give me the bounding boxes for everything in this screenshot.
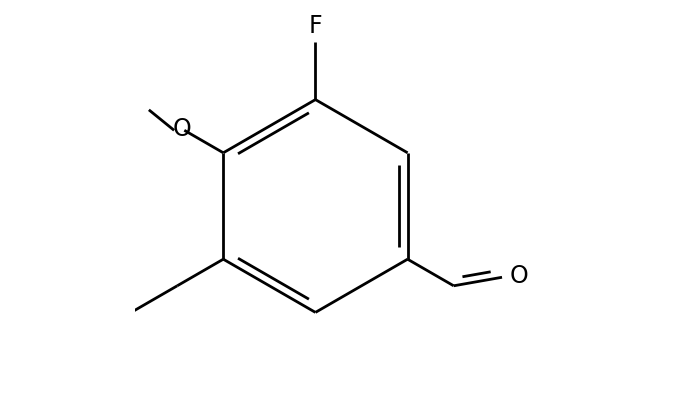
Text: F: F bbox=[309, 14, 322, 38]
Text: O: O bbox=[173, 117, 192, 141]
Text: O: O bbox=[509, 265, 528, 288]
